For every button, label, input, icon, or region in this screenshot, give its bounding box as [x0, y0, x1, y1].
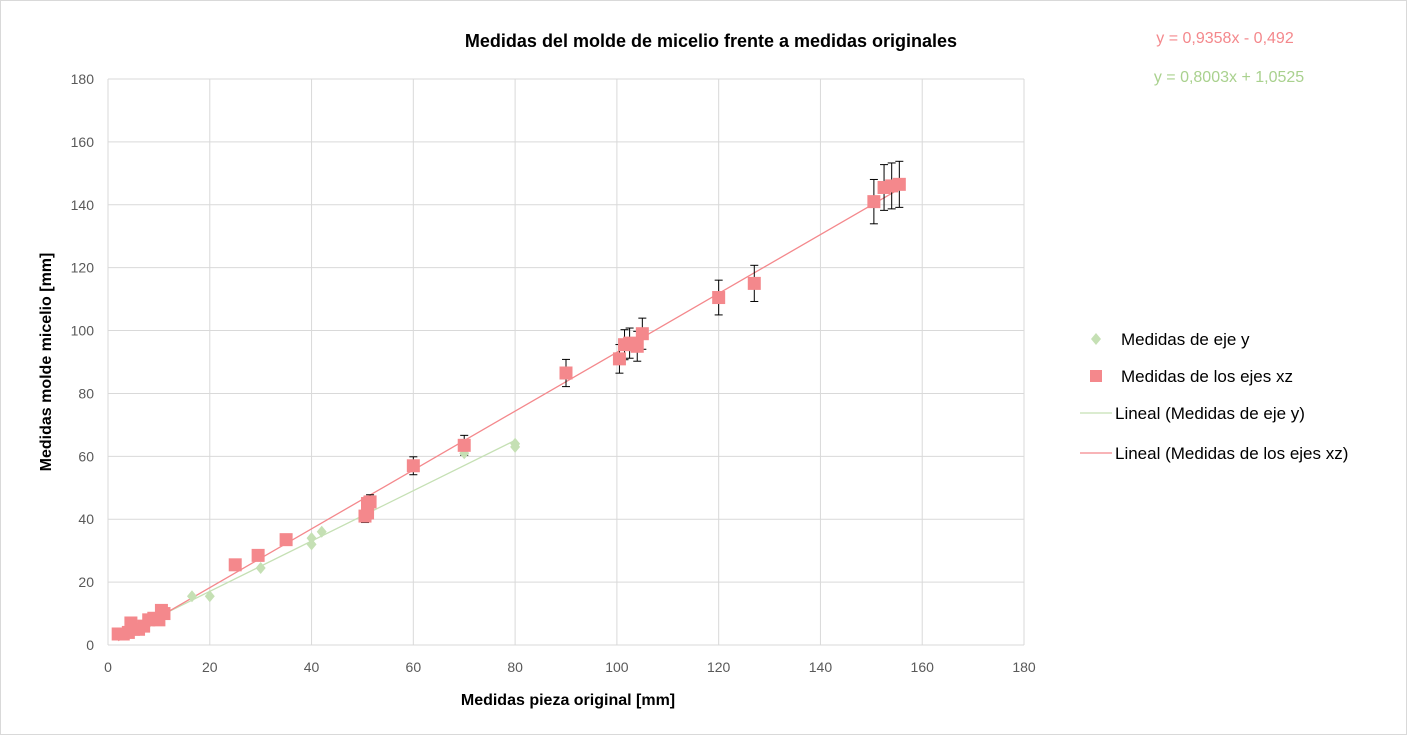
trendline [117, 188, 900, 642]
data-point-eje-y [306, 538, 317, 551]
trendline-equation-y: y = 0,8003x + 1,0525 [1154, 69, 1304, 86]
legend-label-lineal-eje-y: Lineal (Medidas de eje y) [1115, 404, 1305, 423]
y-axis-title: Medidas molde micelio [mm] [38, 253, 55, 472]
x-tick-label: 80 [507, 659, 523, 675]
legend-marker-eje-y [1091, 333, 1101, 345]
trendlines [117, 188, 900, 642]
data-point-ejes-xz [157, 607, 171, 621]
y-tick-label: 140 [71, 197, 95, 213]
x-axis-title: Medidas pieza original [mm] [461, 692, 675, 709]
data-point-ejes-xz [228, 558, 242, 572]
trendline [117, 439, 516, 638]
y-tick-label: 180 [71, 71, 95, 87]
tick-labels: 0 20 40 60 80 100 120 140 160 180 0 20 40 60 80 100 120 1… [71, 71, 1036, 675]
data-point-eje-y [306, 532, 317, 545]
data-point-ejes-xz [635, 327, 649, 341]
data-point-ejes-xz [630, 339, 644, 353]
x-tick-label: 140 [809, 659, 833, 675]
legend-label-lineal-ejes-xz: Lineal (Medidas de los ejes xz) [1115, 444, 1348, 463]
data-point-eje-y [204, 590, 215, 603]
gridlines [107, 78, 1025, 646]
x-tick-label: 0 [104, 659, 112, 675]
data-point-eje-y [255, 561, 266, 574]
data-point-ejes-xz [279, 533, 293, 547]
data-point-eje-y [510, 437, 521, 450]
data-point-ejes-xz [867, 195, 881, 209]
y-tick-label: 120 [71, 260, 95, 276]
x-tick-label: 40 [304, 659, 320, 675]
legend-label-eje-y: Medidas de eje y [1121, 330, 1250, 349]
legend-label-ejes-xz: Medidas de los ejes xz [1121, 367, 1293, 386]
data-point-eje-y [316, 525, 327, 538]
data-point-ejes-xz [747, 276, 761, 290]
y-tick-label: 0 [86, 637, 94, 653]
y-tick-label: 40 [78, 511, 94, 527]
data-point-ejes-xz [712, 291, 726, 305]
y-tick-label: 20 [78, 574, 94, 590]
y-tick-label: 100 [71, 323, 95, 339]
x-tick-label: 20 [202, 659, 218, 675]
data-point-ejes-xz [559, 366, 573, 380]
data-points [111, 177, 906, 641]
trendline-equation-xz: y = 0,9358x - 0,492 [1156, 30, 1294, 47]
data-point-ejes-xz [251, 548, 265, 562]
data-point-ejes-xz [892, 177, 906, 191]
legend: Medidas de eje y Medidas de los ejes xz … [1080, 330, 1348, 463]
y-tick-label: 160 [71, 134, 95, 150]
data-point-ejes-xz [612, 352, 626, 366]
data-point-eje-y [186, 590, 197, 603]
data-point-ejes-xz [363, 495, 377, 509]
data-point-ejes-xz [457, 438, 471, 452]
data-point-ejes-xz [406, 459, 420, 473]
chart-title: Medidas del molde de micelio frente a me… [465, 31, 957, 51]
legend-marker-ejes-xz [1090, 370, 1102, 382]
y-tick-label: 80 [78, 385, 94, 401]
x-tick-label: 180 [1012, 659, 1036, 675]
x-tick-label: 100 [605, 659, 629, 675]
x-tick-label: 60 [406, 659, 422, 675]
y-tick-label: 60 [78, 448, 94, 464]
x-tick-label: 120 [707, 659, 731, 675]
x-tick-label: 160 [911, 659, 935, 675]
